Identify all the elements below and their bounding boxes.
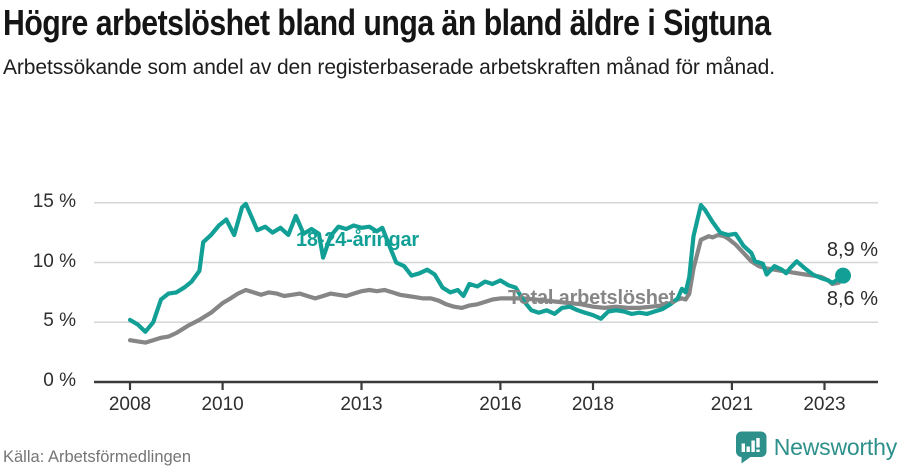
end-dot-young [835, 267, 852, 284]
page-title: Högre arbetslöshet bland unga än bland ä… [3, 2, 771, 43]
series-label-total: Total arbetslöshet [508, 287, 676, 309]
bar-2 [746, 446, 750, 452]
exclaim-bar [756, 438, 760, 448]
page-subtitle: Arbetssökande som andel av den registerb… [3, 56, 775, 80]
chart-svg [94, 201, 878, 390]
end-value-label-total: 8,6 % [826, 288, 878, 310]
newsworthy-icon [735, 431, 767, 464]
x-tick-label: 2023 [803, 394, 846, 415]
x-tick-label: 2018 [571, 394, 615, 415]
series-line-young [127, 201, 846, 334]
series-label-young: 18-24-åringar [296, 229, 420, 251]
y-tick-label: 15 % [32, 190, 76, 212]
bar-1 [741, 443, 745, 452]
brand-logo[interactable]: Newsworthy [734, 430, 897, 464]
bar-3 [751, 440, 755, 452]
x-tick-label: 2013 [340, 394, 383, 415]
chart-area: 0 % 5 % 10 % 15 % 2008 2010 2013 2016 2018 2021 20… [0, 185, 900, 437]
exclaim-dot [756, 449, 760, 452]
header: Högre arbetslöshet bland unga än bland ä… [3, 2, 900, 83]
x-tick-label: 2016 [479, 394, 522, 415]
y-tick-label: 0 % [43, 370, 76, 391]
x-tick-label: 2008 [108, 394, 152, 415]
brand-name: Newsworthy [773, 433, 897, 460]
x-tick-label: 2010 [201, 394, 244, 415]
source-text: Källa: Arbetsförmedlingen [3, 448, 192, 466]
x-tick-label: 2021 [710, 394, 754, 415]
series-line-total [127, 232, 846, 345]
end-value-label-young: 8,9 % [826, 239, 878, 261]
y-tick-label: 10 % [32, 250, 76, 272]
y-tick-label: 5 % [43, 310, 76, 332]
